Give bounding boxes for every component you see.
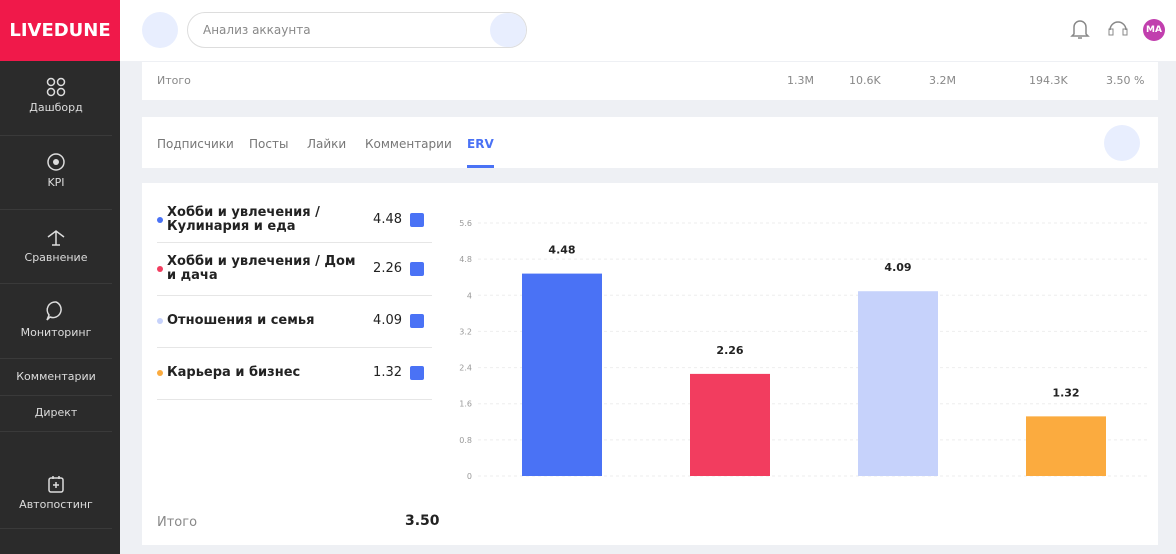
summary-cell: 10.6K xyxy=(849,74,881,87)
legend-row: Отношения и семья 4.09 xyxy=(157,295,432,348)
legend-dot xyxy=(157,266,163,272)
total-label: Итого xyxy=(157,515,198,530)
bell-icon[interactable] xyxy=(1070,18,1090,40)
nav-direct[interactable]: Директ xyxy=(0,406,112,432)
tab-underline xyxy=(467,165,494,168)
y-tick-label: 2.4 xyxy=(459,364,472,373)
y-tick-label: 4.8 xyxy=(459,255,472,264)
y-tick-label: 0.8 xyxy=(459,436,472,445)
legend-dot xyxy=(157,318,163,324)
y-tick-label: 1.6 xyxy=(459,400,472,409)
search-button[interactable] xyxy=(490,13,526,47)
legend-value: 4.48 xyxy=(373,212,402,227)
apps-button[interactable] xyxy=(142,12,178,48)
nav-label: Директ xyxy=(34,406,78,419)
tab[interactable]: Лайки xyxy=(307,137,347,151)
bar xyxy=(522,273,602,476)
legend-checkbox[interactable] xyxy=(410,262,424,276)
search-box[interactable]: Анализ аккаунта xyxy=(187,12,527,48)
nav-label: Автопостинг xyxy=(19,498,93,511)
nav-label: KPI xyxy=(47,176,65,189)
tabs-bar: Подписчики Посты Лайки Комментарии ERV xyxy=(142,117,1158,168)
bar xyxy=(1026,416,1106,476)
legend-name: Хобби и увлечения / Кулинария и еда xyxy=(167,205,320,234)
summary-label: Итого xyxy=(157,74,191,87)
icon xyxy=(46,77,66,97)
chart-card: Итого 3.50 0 0.8 1.6 2.4 3.2 4 4.8 5.6 4.48 2.26 4… xyxy=(142,183,1158,545)
y-tick-label: 5.6 xyxy=(459,219,472,228)
legend-dot xyxy=(157,370,163,376)
nav-comments[interactable]: Комментарии xyxy=(0,370,112,396)
avatar[interactable]: MA xyxy=(1143,19,1165,41)
download-button[interactable] xyxy=(1104,125,1140,161)
y-tick-label: 0 xyxy=(467,472,472,481)
data-label: 2.26 xyxy=(716,344,743,357)
support-icon[interactable] xyxy=(1107,18,1129,40)
header: Анализ аккаунта MA xyxy=(120,0,1176,61)
icon xyxy=(46,301,62,321)
brand-logo[interactable]: LIVEDUNE xyxy=(0,0,120,61)
nav-kpi[interactable]: KPI xyxy=(0,150,112,210)
total-value: 3.50 xyxy=(405,513,440,529)
sidebar: LIVEDUNE Дашборд KPI Сравнение Мониторин… xyxy=(0,0,120,554)
summary-cell: 1.3M xyxy=(787,74,814,87)
chart: 0 0.8 1.6 2.4 3.2 4 4.8 5.6 4.48 2.26 4.09 1.32 xyxy=(459,219,1150,481)
nav-label: Комментарии xyxy=(16,370,96,383)
bar xyxy=(690,373,770,476)
bar xyxy=(858,291,938,476)
summary-cell: 3.2M xyxy=(929,74,956,87)
icon xyxy=(48,476,64,493)
data-label: 4.09 xyxy=(884,261,911,274)
nav-dashboard[interactable]: Дашборд xyxy=(0,75,112,136)
legend-checkbox[interactable] xyxy=(410,314,424,328)
data-label: 4.48 xyxy=(548,244,575,257)
legend-checkbox[interactable] xyxy=(410,213,424,227)
tab[interactable]: Посты xyxy=(249,137,289,151)
legend-value: 4.09 xyxy=(373,313,402,328)
nav-label: Дашборд xyxy=(29,101,83,114)
legend-row: Карьера и бизнес 1.32 xyxy=(157,347,432,400)
icon xyxy=(47,153,65,171)
legend-row: Хобби и увлечения / Дом и дача 2.26 xyxy=(157,243,432,296)
legend-value: 2.26 xyxy=(373,261,402,276)
legend-name: Отношения и семья xyxy=(167,313,315,328)
nav-label: Сравнение xyxy=(24,251,88,264)
nav-compare[interactable]: Сравнение xyxy=(0,225,112,284)
icon xyxy=(47,230,65,246)
search-placeholder: Анализ аккаунта xyxy=(203,23,311,37)
tab[interactable]: Комментарии xyxy=(365,137,452,151)
tab[interactable]: ERV xyxy=(467,137,494,151)
summary-cell: 194.3K xyxy=(1029,74,1068,87)
legend-checkbox[interactable] xyxy=(410,366,424,380)
nav-monitoring[interactable]: Мониторинг xyxy=(0,298,112,359)
legend-value: 1.32 xyxy=(373,365,402,380)
nav-label: Мониторинг xyxy=(20,326,92,339)
summary-cell: 3.50 % xyxy=(1106,74,1145,87)
summary-row: Итого 1.3M 10.6K 3.2M 194.3K 3.50 % xyxy=(142,62,1158,100)
legend-dot xyxy=(157,217,163,223)
legend-name: Карьера и бизнес xyxy=(167,365,301,380)
y-tick-label: 3.2 xyxy=(459,327,472,336)
nav-autopost[interactable]: Автопостинг xyxy=(0,472,112,529)
y-tick-label: 4 xyxy=(467,291,472,300)
tab[interactable]: Подписчики xyxy=(157,137,234,151)
data-label: 1.32 xyxy=(1052,386,1079,399)
legend-row: Хобби и увлечения / Кулинария и еда 4.48 xyxy=(157,198,432,243)
legend-name: Хобби и увлечения / Дом и дача xyxy=(167,254,356,283)
